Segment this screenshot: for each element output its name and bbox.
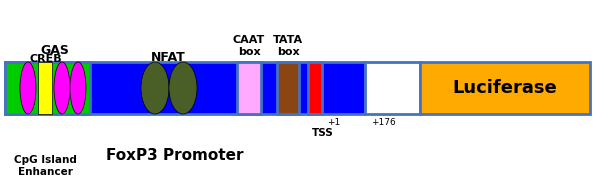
Text: +1: +1 — [327, 118, 341, 127]
Bar — [237, 62, 261, 114]
Text: TATA
box: TATA box — [273, 35, 303, 57]
Text: NFAT: NFAT — [151, 51, 185, 64]
Bar — [38, 62, 52, 114]
Ellipse shape — [141, 62, 169, 114]
Ellipse shape — [169, 62, 197, 114]
Ellipse shape — [54, 62, 70, 114]
Text: FoxP3 Promoter: FoxP3 Promoter — [106, 148, 244, 163]
Ellipse shape — [70, 62, 86, 114]
Bar — [5, 62, 365, 114]
Text: CAAT
box: CAAT box — [233, 35, 265, 57]
Bar — [365, 62, 420, 114]
Ellipse shape — [20, 62, 36, 114]
Text: GAS: GAS — [41, 44, 69, 57]
Text: Luciferase: Luciferase — [453, 79, 557, 97]
Bar — [308, 62, 322, 114]
Text: CREB: CREB — [30, 54, 62, 64]
Bar — [5, 62, 90, 114]
Text: CpG Island
Enhancer: CpG Island Enhancer — [14, 155, 77, 177]
Text: +176: +176 — [371, 118, 395, 127]
Bar — [420, 62, 590, 114]
Text: TSS: TSS — [312, 128, 334, 138]
Bar — [277, 62, 299, 114]
